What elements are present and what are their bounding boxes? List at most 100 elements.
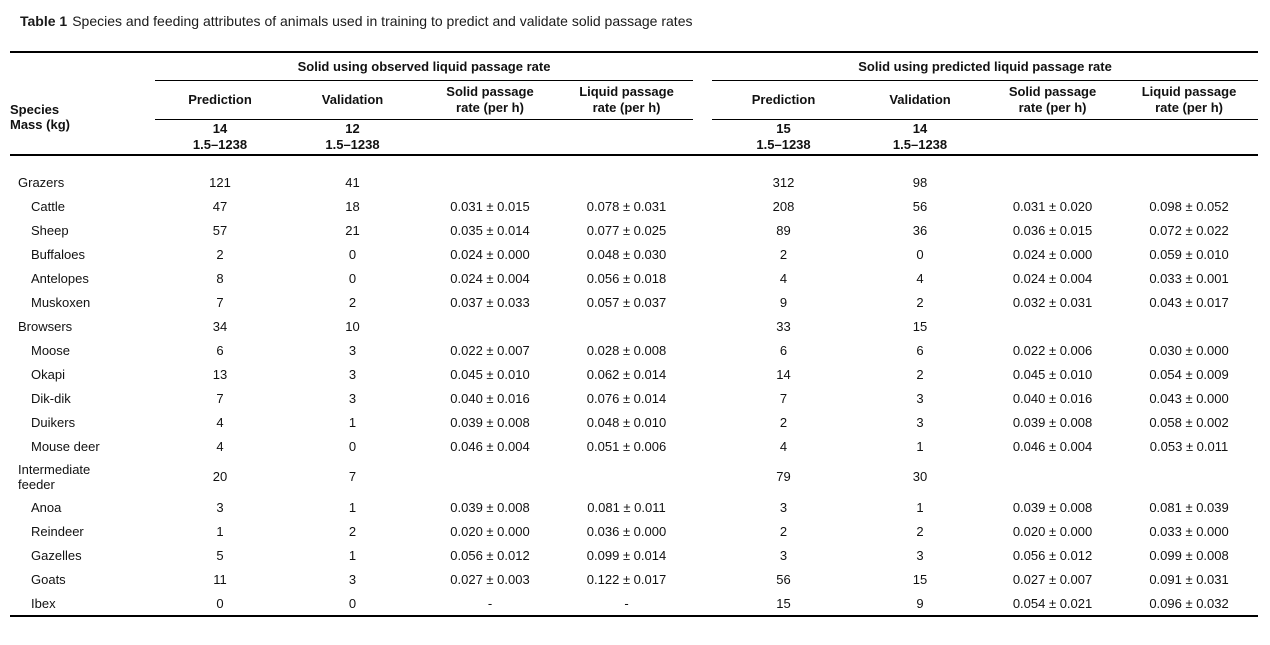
obs-validation-cell: 10 <box>345 318 360 334</box>
obs-prediction-cell: 2 <box>216 246 224 262</box>
table-row: Dik-dik 7 3 0.040 ± 0.016 0.076 ± 0.014 … <box>10 386 1258 410</box>
pred-validation-cell: 0 <box>916 246 924 262</box>
obs-validation-cell: 0 <box>348 270 357 286</box>
obs-liquid-rate-cell: 0.077 ± 0.025 <box>586 222 667 238</box>
pred-validation-n: 14 <box>912 121 928 136</box>
obs-prediction-cell: 4 <box>216 414 224 430</box>
pred-liquid-rate-cell: 0.030 ± 0.000 <box>1149 342 1229 358</box>
pred-validation-cell: 36 <box>912 222 928 238</box>
pred-liquid-rate-cell: 0.054 ± 0.009 <box>1149 366 1229 382</box>
pred-validation-cell: 15 <box>912 318 928 334</box>
empty-cell <box>985 119 1121 156</box>
table-head-body: Solid using observed liquid passage rate… <box>10 51 1259 170</box>
obs-prediction-cell: 0 <box>216 595 224 611</box>
group-gap-cell <box>693 386 712 410</box>
group-gap-cell <box>693 51 713 81</box>
obs-liquid-rate-cell: 0.099 ± 0.014 <box>586 547 667 563</box>
species-cell: Buffaloes <box>31 246 85 262</box>
group-gap-cell <box>693 266 712 290</box>
obs-solid-rate-cell <box>420 314 560 338</box>
pred-liquid-rate-cell <box>1120 314 1258 338</box>
obs-validation-cell: 0 <box>348 595 357 611</box>
group-gap-cell <box>693 218 712 242</box>
obs-prediction-cell: 11 <box>213 571 227 587</box>
obs-prediction-cell: 121 <box>209 174 231 190</box>
pred-solid-rate-cell: 0.024 ± 0.000 <box>1012 246 1093 262</box>
n-range-row: 14 1.5–1238 12 1.5–1238 15 1.5–1238 14 1… <box>10 119 1259 156</box>
group-gap-cell <box>693 314 712 338</box>
pred-validation-cell: 1 <box>916 438 924 454</box>
obs-liquid-rate-cell: 0.122 ± 0.017 <box>586 571 667 587</box>
obs-validation-cell: 0 <box>348 438 357 454</box>
species-cell: Sheep <box>31 222 69 238</box>
species-cell: Reindeer <box>31 523 84 539</box>
obs-liquid-rate-cell: 0.028 ± 0.008 <box>586 342 667 358</box>
pred-prediction-cell: 56 <box>776 571 791 587</box>
obs-solid-rate-cell: 0.027 ± 0.003 <box>450 571 530 587</box>
pred-solid-rate-cell: 0.032 ± 0.031 <box>1012 294 1093 310</box>
species-header-label: Species <box>10 102 60 118</box>
pred-liquid-rate-cell: 0.072 ± 0.022 <box>1149 222 1229 238</box>
obs-solid-rate-cell: - <box>487 595 493 611</box>
species-cell: Intermediate feeder <box>18 461 91 492</box>
obs-solid-rate-cell: 0.037 ± 0.033 <box>450 294 530 310</box>
obs-prediction-cell: 1 <box>216 523 224 539</box>
obs-prediction-cell: 7 <box>216 390 224 406</box>
table-row: Muskoxen 7 2 0.037 ± 0.033 0.057 ± 0.037… <box>10 290 1258 314</box>
obs-validation-cell: 3 <box>348 390 357 406</box>
obs-solid-rate-cell: 0.035 ± 0.014 <box>450 222 530 238</box>
obs-prediction-cell: 3 <box>216 499 224 515</box>
obs-liquid-rate-cell: 0.062 ± 0.014 <box>586 366 667 382</box>
group-gap-cell <box>693 362 712 386</box>
pred-solid-rate-cell <box>985 458 1120 495</box>
table-row: Goats 11 3 0.027 ± 0.003 0.122 ± 0.017 5… <box>10 567 1258 591</box>
group-title-row: Solid using observed liquid passage rate… <box>10 51 1259 81</box>
group-gap-cell <box>693 194 712 218</box>
table-row: Browsers 34 10 33 15 <box>10 314 1258 338</box>
pred-validation-cell: 2 <box>916 294 924 310</box>
species-mass-header: Species Mass (kg) <box>10 80 155 156</box>
obs-solid-rate-cell <box>420 458 560 495</box>
table-foot-body <box>10 615 1259 637</box>
obs-liquid-rate-cell: 0.048 ± 0.010 <box>586 414 667 430</box>
obs-validation-cell: 1 <box>348 414 357 430</box>
obs-solid-rate-cell: 0.031 ± 0.015 <box>450 198 530 214</box>
obs-prediction-cell: 20 <box>212 469 228 484</box>
col-head-pred-solid-rate: Solid passage rate (per h) <box>985 80 1121 120</box>
pred-prediction-cell: 2 <box>779 246 788 262</box>
pred-prediction-cell: 6 <box>779 342 788 358</box>
pred-prediction-cell: 89 <box>776 222 791 238</box>
pred-validation-cell: 3 <box>916 547 924 563</box>
pred-solid-rate-cell: 0.036 ± 0.015 <box>1012 222 1093 238</box>
species-cell: Cattle <box>31 198 65 214</box>
species-cell: Browsers <box>18 318 73 334</box>
pred-liquid-rate-cell <box>1120 458 1258 495</box>
col-head-obs-liquid-rate: Liquid passage rate (per h) <box>560 80 694 120</box>
obs-liquid-rate-cell: 0.076 ± 0.014 <box>586 390 667 406</box>
group-gap-cell <box>693 495 712 519</box>
obs-liquid-rate-cell: 0.056 ± 0.018 <box>586 270 667 286</box>
pred-validation-cell: 4 <box>916 270 924 286</box>
group-gap-cell <box>693 458 712 495</box>
species-cell: Goats <box>31 571 66 587</box>
obs-prediction-cell: 57 <box>212 222 228 238</box>
pred-liquid-rate-cell: 0.096 ± 0.032 <box>1149 595 1229 611</box>
group-title-predicted: Solid using predicted liquid passage rat… <box>712 51 1259 81</box>
pred-liquid-rate-cell: 0.098 ± 0.052 <box>1149 198 1229 214</box>
pred-prediction-n-range: 15 1.5–1238 <box>712 119 856 156</box>
obs-prediction-n: 14 <box>212 121 228 136</box>
pred-liquid-rate-cell: 0.099 ± 0.008 <box>1149 547 1229 563</box>
col-head-obs-prediction: Prediction <box>155 80 285 120</box>
pred-solid-rate-cell: 0.020 ± 0.000 <box>1012 523 1093 539</box>
pred-prediction-cell: 3 <box>779 499 788 515</box>
pred-validation-range: 1.5–1238 <box>892 137 948 152</box>
pred-prediction-cell: 9 <box>779 294 788 310</box>
table-row: Okapi 13 3 0.045 ± 0.010 0.062 ± 0.014 1… <box>10 362 1258 386</box>
obs-liquid-rate-cell: 0.057 ± 0.037 <box>586 294 667 310</box>
obs-solid-rate-cell: 0.045 ± 0.010 <box>450 366 530 382</box>
table-row: Ibex 0 0 - - 15 9 0.054 ± 0.021 0.096 ± … <box>10 591 1258 616</box>
pred-prediction-cell: 4 <box>779 270 788 286</box>
obs-validation-cell: 3 <box>348 571 357 587</box>
obs-liquid-rate-cell: - <box>624 595 629 611</box>
